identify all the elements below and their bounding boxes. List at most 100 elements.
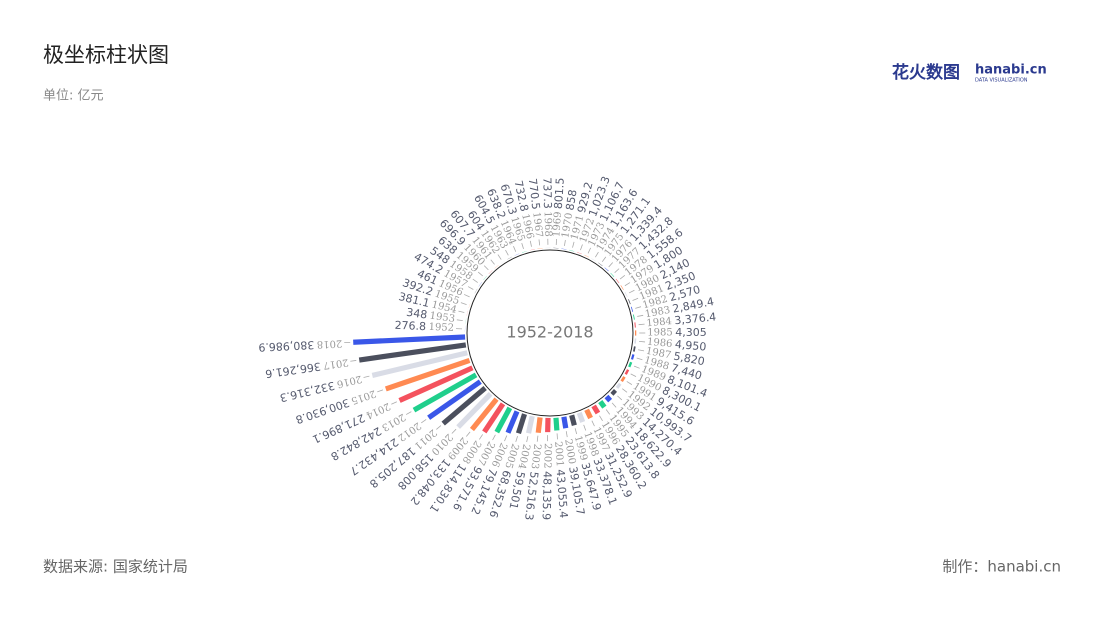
leader [483, 265, 489, 271]
bar [610, 389, 618, 396]
bar [553, 247, 559, 249]
bar [398, 365, 474, 403]
category-label: 2016 [336, 373, 363, 390]
leader [622, 388, 628, 393]
bar [620, 376, 626, 383]
category-label: 1970 [560, 212, 575, 239]
leader [463, 294, 470, 298]
leader [538, 239, 541, 246]
leader [490, 259, 495, 265]
leader [617, 395, 623, 401]
leader [630, 373, 637, 377]
leader [526, 436, 529, 443]
leader [405, 411, 412, 415]
leader [626, 381, 633, 385]
leader [479, 434, 483, 440]
bar [358, 342, 467, 363]
leader [632, 297, 639, 301]
value-label: 348 [405, 306, 428, 322]
bar [584, 254, 590, 258]
bar [624, 369, 630, 375]
value-label: 4,950 [674, 338, 707, 354]
category-label: 2001 [552, 441, 565, 467]
leader [421, 419, 427, 424]
leader [605, 409, 611, 415]
value-label: 858 [563, 189, 579, 212]
bar [515, 413, 527, 435]
value-label: 52,516.3 [522, 471, 541, 521]
category-label: 1967 [530, 212, 544, 239]
leader [637, 314, 644, 317]
category-label: 2000 [562, 438, 577, 465]
bar [628, 361, 633, 368]
leader [587, 247, 592, 254]
leader [574, 428, 578, 435]
logo: 花火数图 [892, 62, 960, 83]
bar [456, 391, 493, 429]
leader [451, 428, 457, 434]
bar [488, 270, 493, 275]
category-label: 2003 [529, 443, 543, 470]
leader [363, 375, 370, 378]
leader [377, 389, 384, 393]
category-label: 2002 [541, 443, 553, 469]
leader [504, 435, 508, 442]
value-label: 4,305 [675, 326, 707, 339]
bar [465, 318, 467, 324]
value-label: 770.5 [526, 178, 543, 211]
leader [639, 340, 646, 343]
bar [494, 265, 499, 269]
bar [469, 397, 499, 432]
category-label: 2017 [322, 356, 349, 370]
leader [628, 289, 635, 294]
logo-tagline: DATA VISUALIZATION [975, 78, 1028, 84]
bar [371, 350, 468, 378]
bar [535, 417, 543, 434]
bar [624, 291, 628, 297]
bar [507, 256, 513, 260]
leader [505, 249, 509, 256]
bar [494, 406, 513, 434]
bar [521, 250, 527, 253]
category-label: 2018 [317, 337, 343, 349]
leader [636, 357, 643, 361]
bar [604, 267, 609, 272]
leader [436, 425, 442, 430]
leader [536, 435, 539, 442]
category-label: 1952 [428, 322, 454, 334]
bar [529, 249, 535, 251]
bar [537, 248, 543, 249]
leader [492, 434, 496, 441]
category-label: 1984 [646, 316, 672, 329]
bar [569, 414, 577, 426]
bar [468, 303, 471, 309]
bar [628, 299, 631, 305]
bar [505, 410, 520, 434]
bar [474, 288, 478, 294]
bar [591, 404, 601, 415]
value-label: 380,986.9 [258, 338, 315, 354]
leader [465, 431, 471, 437]
source: 数据来源: 国家统计局 [43, 558, 188, 576]
bar [569, 249, 575, 252]
logo-brand: hanabi.cn [975, 63, 1047, 78]
leader [580, 244, 583, 251]
value-label: 801.5 [552, 177, 567, 209]
leader [467, 286, 474, 290]
leader [638, 349, 645, 352]
leader [591, 420, 595, 427]
leader [608, 262, 614, 268]
category-label: 1953 [429, 311, 456, 325]
bar [514, 253, 520, 256]
leader [564, 239, 566, 246]
leader [599, 415, 603, 422]
bar [482, 402, 506, 434]
bar [598, 262, 603, 267]
bar [525, 415, 535, 434]
value-label: 737.3 [540, 177, 554, 209]
bar [610, 272, 615, 277]
bar [500, 260, 506, 264]
bar [598, 399, 607, 409]
credit: 制作：hanabi.cn [942, 558, 1061, 576]
category-label: 2014 [364, 400, 392, 420]
